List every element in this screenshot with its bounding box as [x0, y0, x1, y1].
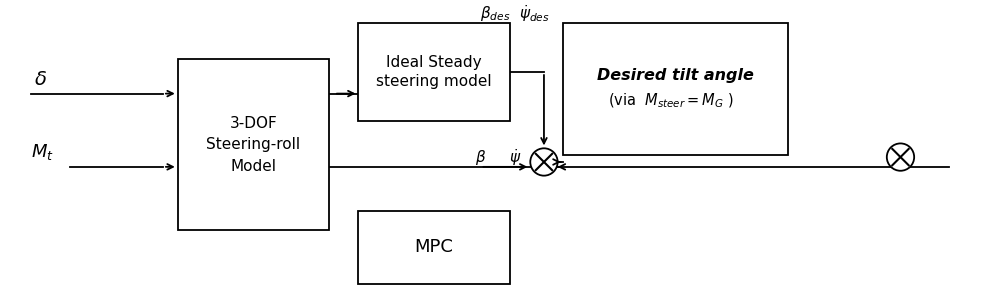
Circle shape [530, 148, 558, 176]
Text: Desired tilt angle: Desired tilt angle [597, 68, 754, 83]
Text: $\beta_{des}$: $\beta_{des}$ [480, 4, 510, 23]
Text: $\dot{\psi}_{des}$: $\dot{\psi}_{des}$ [519, 3, 550, 24]
Text: $\delta$: $\delta$ [34, 70, 47, 89]
Text: $M_t$: $M_t$ [31, 142, 54, 162]
Text: Model: Model [230, 159, 276, 174]
Bar [563, 23, 788, 155]
Text: steering model: steering model [376, 74, 492, 89]
Text: $\beta$: $\beta$ [475, 148, 486, 167]
Text: 3-DOF: 3-DOF [229, 116, 277, 131]
Circle shape [887, 143, 914, 171]
Bar [358, 211, 510, 284]
Text: (via  $M_{steer}=M_G$ ): (via $M_{steer}=M_G$ ) [608, 92, 734, 110]
Text: $\dot{\psi}$: $\dot{\psi}$ [509, 147, 522, 167]
Bar [178, 59, 329, 230]
Text: MPC: MPC [415, 239, 454, 257]
Text: Steering-roll: Steering-roll [206, 137, 300, 152]
Bar [358, 23, 510, 121]
Text: Ideal Steady: Ideal Steady [386, 55, 482, 70]
